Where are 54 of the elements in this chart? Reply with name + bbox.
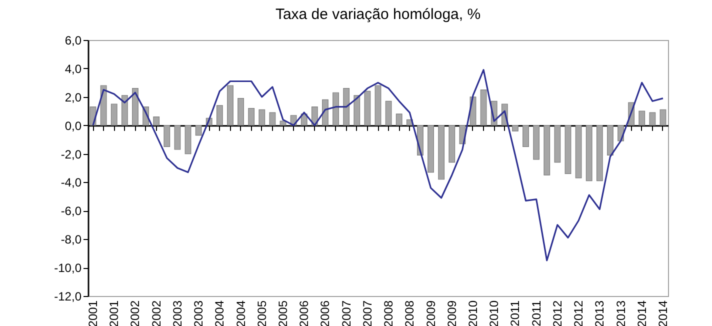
bar [649, 112, 656, 126]
y-tick-label: 0,0 [64, 118, 82, 133]
bar [374, 85, 382, 126]
bar [195, 125, 202, 136]
bar [238, 98, 244, 126]
bar [227, 85, 234, 126]
bar [438, 125, 445, 180]
y-tick-label: 4,0 [64, 62, 82, 76]
bar [132, 88, 138, 126]
bar [248, 108, 255, 126]
bar [638, 110, 646, 126]
bar [364, 90, 371, 126]
bar [110, 104, 118, 126]
bar [428, 125, 434, 173]
bar [322, 99, 328, 126]
bar [153, 116, 160, 126]
bar [512, 125, 518, 132]
y-tick-label: -6,0 [60, 204, 82, 218]
bar [607, 125, 614, 156]
bar [396, 114, 402, 126]
bar [596, 125, 603, 182]
y-tick-label: 2,0 [64, 90, 82, 104]
bar [385, 100, 392, 126]
bar [332, 92, 339, 126]
bar [164, 125, 170, 147]
bar [586, 125, 592, 182]
bar [575, 125, 582, 178]
bar [522, 125, 529, 147]
bar [533, 125, 540, 160]
bar [216, 105, 223, 126]
y-tick-label: -2,0 [60, 147, 82, 162]
bar [564, 125, 572, 174]
bar [343, 88, 350, 126]
bar [100, 85, 107, 126]
bar [184, 125, 192, 154]
bar [354, 95, 360, 126]
y-tick-label: -10,0 [54, 261, 82, 276]
y-tick-label: -12,0 [54, 290, 82, 304]
bar [174, 125, 181, 150]
y-tick-label: 6,0 [64, 34, 82, 48]
bar [480, 89, 487, 126]
bar [258, 109, 266, 126]
bar [121, 95, 128, 126]
bar [554, 125, 561, 163]
chart-title: Taxa de variação homóloga, % [275, 6, 481, 23]
y-tick-label: -4,0 [60, 176, 82, 190]
line-series [92, 69, 664, 262]
bar [269, 112, 276, 126]
bar [448, 125, 456, 163]
x-tick-label: 2011 [529, 300, 544, 326]
bar [660, 109, 666, 126]
y-tick-label: -8,0 [60, 232, 82, 247]
bar [544, 125, 550, 176]
x-tick-label: 2011 [508, 300, 522, 326]
